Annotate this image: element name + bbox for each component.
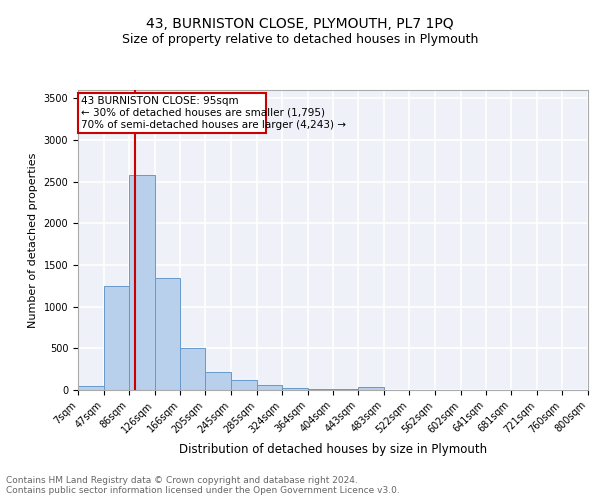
Text: 70% of semi-detached houses are larger (4,243) →: 70% of semi-detached houses are larger (…: [81, 120, 346, 130]
Bar: [231, 380, 257, 390]
Bar: [308, 389, 334, 390]
Bar: [334, 389, 358, 390]
FancyBboxPatch shape: [78, 92, 266, 134]
Bar: [78, 386, 104, 390]
Bar: [358, 387, 384, 390]
Bar: [205, 372, 231, 390]
Text: 43, BURNISTON CLOSE, PLYMOUTH, PL7 1PQ: 43, BURNISTON CLOSE, PLYMOUTH, PL7 1PQ: [146, 18, 454, 32]
Text: 43 BURNISTON CLOSE: 95sqm: 43 BURNISTON CLOSE: 95sqm: [81, 96, 239, 106]
Y-axis label: Number of detached properties: Number of detached properties: [28, 152, 38, 328]
X-axis label: Distribution of detached houses by size in Plymouth: Distribution of detached houses by size …: [179, 443, 487, 456]
Bar: [155, 278, 180, 390]
Bar: [282, 388, 308, 390]
Text: ← 30% of detached houses are smaller (1,795): ← 30% of detached houses are smaller (1,…: [81, 108, 325, 118]
Bar: [180, 348, 205, 390]
Text: Contains HM Land Registry data © Crown copyright and database right 2024.
Contai: Contains HM Land Registry data © Crown c…: [6, 476, 400, 495]
Bar: [104, 286, 129, 390]
Text: Size of property relative to detached houses in Plymouth: Size of property relative to detached ho…: [122, 32, 478, 46]
Bar: [129, 175, 155, 390]
Bar: [257, 386, 282, 390]
